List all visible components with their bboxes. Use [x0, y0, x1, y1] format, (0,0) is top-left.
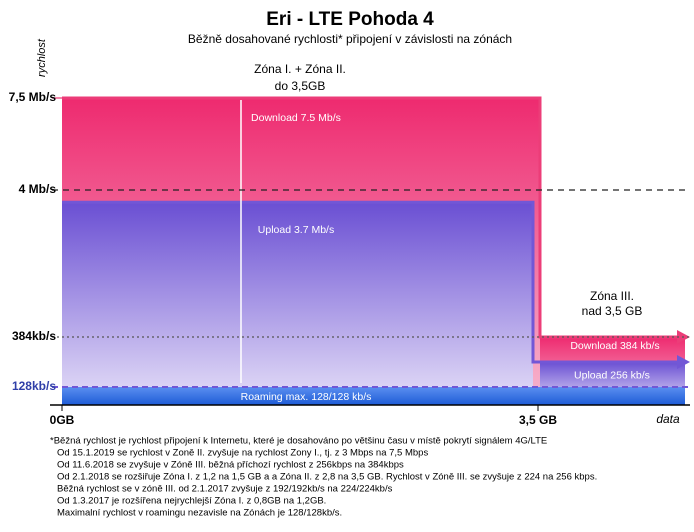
zone-sublabel: do 3,5GB — [275, 79, 326, 93]
bar — [62, 387, 685, 405]
y-tick-label: 384kb/s — [12, 329, 56, 343]
y-tick-label: 4 Mb/s — [19, 182, 57, 196]
y-tick-label: 128kb/s — [12, 379, 56, 393]
x-axis-label: data — [656, 412, 680, 426]
value-label: Upload 3.7 Mb/s — [258, 224, 334, 236]
x-tick-label: 3,5 GB — [519, 413, 557, 427]
zone-sublabel: nad 3,5 GB — [582, 304, 643, 318]
zone-label: Zóna I. + Zóna II. — [254, 62, 346, 76]
zone-label: Zóna III. — [590, 289, 634, 303]
y-axis-label: rychlost — [36, 38, 48, 77]
value-label: Download 384 kb/s — [570, 340, 659, 352]
value-label: Download 7.5 Mb/s — [251, 112, 341, 124]
footnote: Od 15.1.2019 se rychlost v Zoně II. zvyš… — [57, 448, 428, 459]
arrowhead — [677, 355, 690, 369]
x-tick-label: 0GB — [50, 413, 75, 427]
value-label: Roaming max. 128/128 kb/s — [241, 391, 372, 403]
footnote: Maximalní rychlost v roamingu nezavisle … — [57, 508, 342, 519]
plot — [62, 96, 690, 405]
footnote: Běžná rychlost se v zóně III. od 2.1.201… — [57, 484, 393, 495]
chart-subtitle: Běžně dosahované rychlosti* připojení v … — [188, 32, 512, 46]
footnote: *Běžná rychlost je rychlost připojení k … — [50, 436, 547, 447]
footnote: Od 1.3.2017 je rozšířena nejrychlejší Zó… — [57, 496, 326, 507]
bar — [62, 202, 533, 405]
footnote: Od 2.1.2018 se rozšiřuje Zóna I. z 1,2 n… — [57, 472, 597, 483]
footnote: Od 11.6.2018 se zvyšuje v Zóně III. běžn… — [57, 460, 404, 471]
series-outline — [62, 200, 685, 364]
y-tick-label: 7,5 Mb/s — [9, 90, 57, 104]
chart-title: Eri - LTE Pohoda 4 — [266, 9, 434, 30]
value-label: Upload 256 kb/s — [574, 369, 650, 381]
